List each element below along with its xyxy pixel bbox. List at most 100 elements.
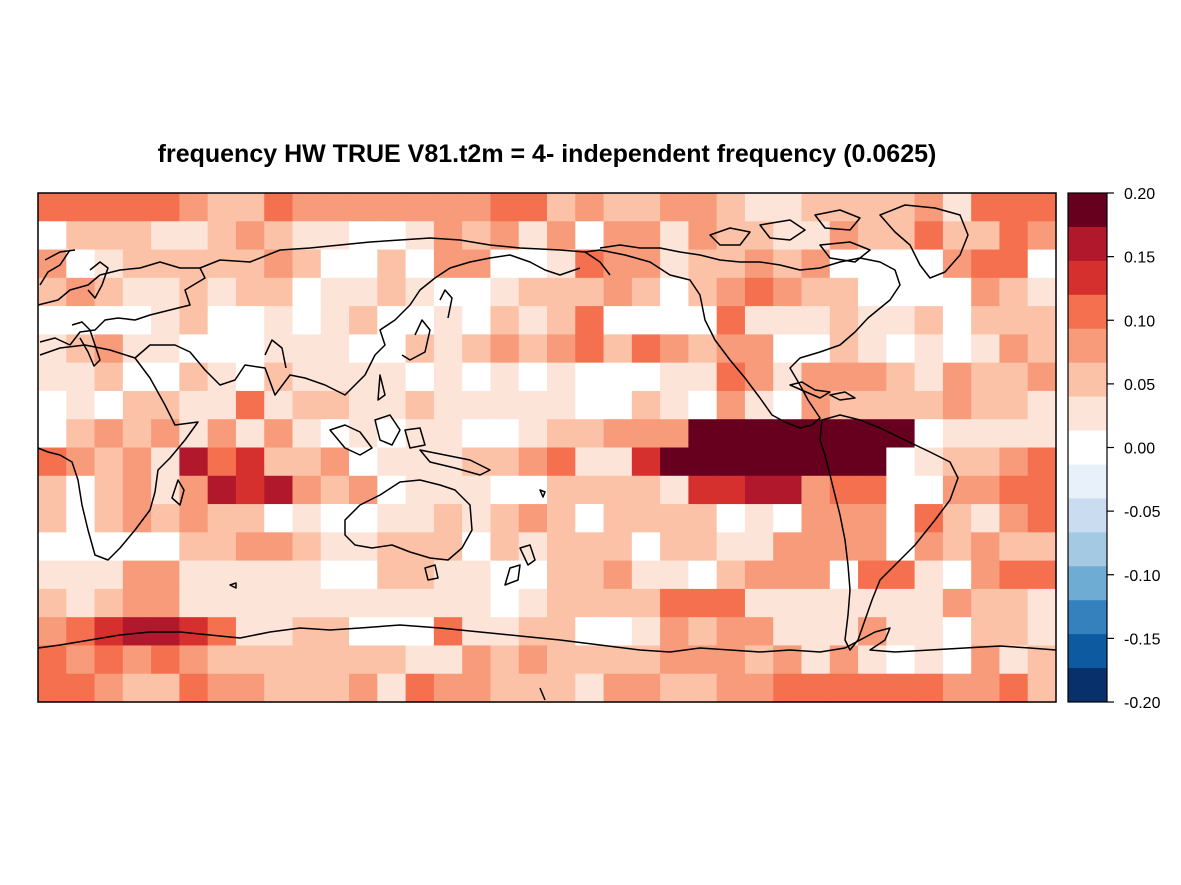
- heatmap-cell: [575, 560, 605, 590]
- heatmap-cell: [94, 390, 124, 420]
- heatmap-cell: [603, 334, 633, 364]
- heatmap-cell: [999, 617, 1029, 647]
- heatmap-cell: [829, 588, 859, 618]
- heatmap-cell: [518, 334, 548, 364]
- heatmap-cell: [971, 560, 1001, 590]
- heatmap-cell: [1027, 673, 1057, 703]
- heatmap-cell: [660, 588, 689, 618]
- heatmap-cell: [744, 504, 774, 533]
- heatmap-cell: [179, 504, 209, 533]
- heatmap-cell: [349, 277, 378, 307]
- map-frame: [37, 192, 1057, 703]
- heatmap-cell: [631, 390, 661, 420]
- heatmap-cell: [858, 334, 887, 364]
- heatmap-cell: [688, 221, 718, 251]
- heatmap-cell: [801, 193, 831, 222]
- heatmap-cell: [744, 617, 774, 647]
- heatmap-cell: [631, 475, 661, 505]
- heatmap-cell: [377, 617, 407, 647]
- heatmap-cell: [235, 277, 265, 307]
- heatmap-cell: [377, 249, 407, 279]
- colorbar-tick-label: 0.15: [1124, 250, 1155, 267]
- heatmap-cell: [292, 645, 322, 675]
- heatmap-cell: [716, 617, 746, 647]
- heatmap-cell: [292, 249, 322, 279]
- heatmap-cell: [773, 475, 803, 505]
- heatmap-cell: [433, 447, 463, 477]
- heatmap-cell: [122, 362, 152, 392]
- heatmap-cell: [942, 645, 972, 675]
- heatmap-cell: [886, 617, 916, 647]
- heatmap-cell: [716, 475, 746, 505]
- heatmap-cell: [801, 447, 831, 477]
- heatmap-cell: [801, 475, 831, 505]
- heatmap-cell: [433, 532, 463, 562]
- heatmap-cell: [405, 617, 435, 647]
- heatmap-cell: [349, 306, 378, 335]
- heatmap-cell: [462, 193, 492, 222]
- heatmap-cell: [801, 277, 831, 307]
- heatmap-cell: [631, 447, 661, 477]
- colorbar-tick-label: 0.05: [1124, 377, 1155, 394]
- heatmap-cell: [744, 588, 774, 618]
- heatmap-cell: [264, 221, 294, 251]
- heatmap-cell: [631, 419, 661, 449]
- heatmap-cell: [38, 588, 67, 618]
- colorbar-tick-label: 0.20: [1124, 186, 1155, 203]
- heatmap-cell: [773, 306, 803, 335]
- heatmap-cell: [886, 277, 916, 307]
- colorbar-segment: [1068, 566, 1107, 601]
- heatmap-cell: [38, 249, 67, 279]
- heatmap-cell: [320, 277, 350, 307]
- heatmap-cell: [66, 532, 96, 562]
- heatmap-cell: [858, 390, 887, 420]
- heatmap-cell: [179, 588, 209, 618]
- heatmap-cell: [1027, 193, 1057, 222]
- heatmap-cell: [518, 447, 548, 477]
- heatmap-cell: [744, 277, 774, 307]
- heatmap-cell: [94, 475, 124, 505]
- heatmap-cell: [575, 532, 605, 562]
- heatmap-cell: [744, 560, 774, 590]
- heatmap-cell: [829, 475, 859, 505]
- heatmap-cell: [603, 617, 633, 647]
- heatmap-cell: [744, 221, 774, 251]
- coastlines: [37, 204, 1057, 701]
- heatmap-cell: [66, 362, 96, 392]
- heatmap-cell: [688, 277, 718, 307]
- heatmap-cell: [688, 645, 718, 675]
- heatmap-cell: [886, 306, 916, 335]
- heatmap-cell: [575, 390, 605, 420]
- heatmap-cell: [631, 588, 661, 618]
- heatmap-cell: [179, 193, 209, 222]
- heatmap-cell: [716, 249, 746, 279]
- colorbar-segment: [1068, 294, 1107, 330]
- heatmap-cell: [999, 504, 1029, 533]
- heatmap-cell: [94, 249, 124, 279]
- heatmap-cell: [377, 645, 407, 675]
- heatmap-cell: [999, 221, 1029, 251]
- heatmap-cell: [603, 362, 633, 392]
- heatmap-cell: [547, 645, 576, 675]
- heatmap-cell: [349, 475, 378, 505]
- heatmap-cell: [603, 306, 633, 335]
- heatmap-cell: [349, 249, 378, 279]
- heatmap-cell: [320, 362, 350, 392]
- heatmap-cell: [320, 193, 350, 222]
- heatmap-cell: [829, 560, 859, 590]
- heatmap-cell: [575, 249, 605, 279]
- heatmap-cell: [207, 532, 237, 562]
- heatmap-cell: [829, 277, 859, 307]
- heatmap-cell: [151, 221, 180, 251]
- heatmap-cell: [942, 504, 972, 533]
- heatmap-cell: [122, 419, 152, 449]
- heatmap-cell: [575, 419, 605, 449]
- heatmap-cell: [603, 390, 633, 420]
- heatmap-cell: [829, 334, 859, 364]
- heatmap-cell: [688, 419, 718, 449]
- heatmap-cell: [688, 447, 718, 477]
- heatmap-cell: [433, 419, 463, 449]
- heatmap-cell: [886, 532, 916, 562]
- heatmap-cell: [490, 532, 520, 562]
- heatmap-cell: [122, 334, 152, 364]
